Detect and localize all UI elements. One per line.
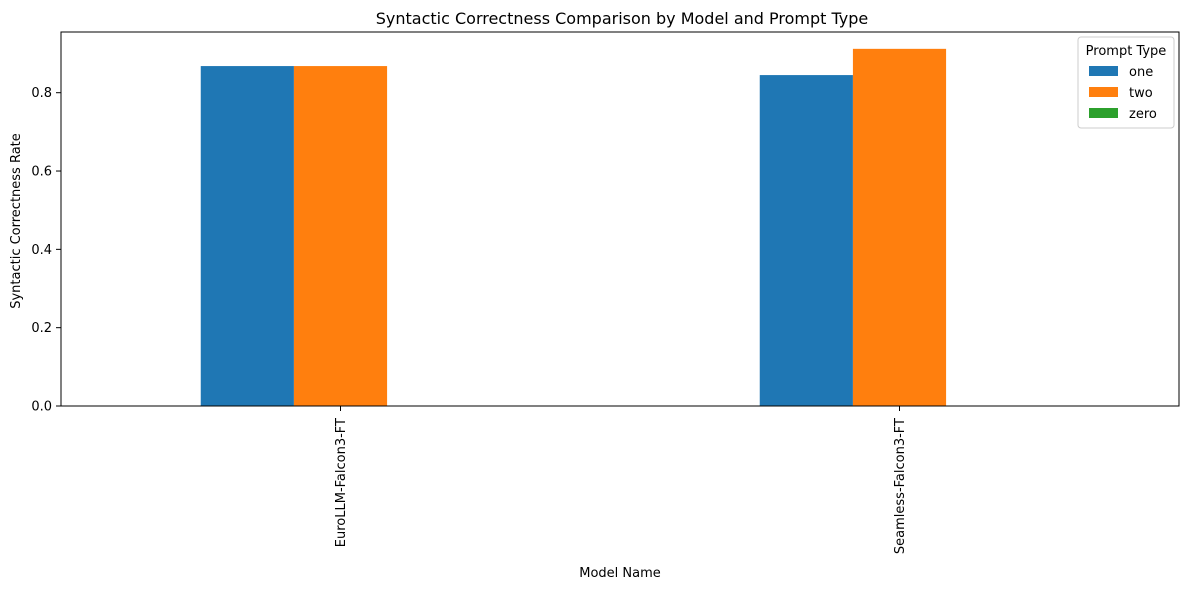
- y-tick-label-3: 0.6: [31, 165, 52, 180]
- y-tick-label-1: 0.2: [31, 321, 52, 336]
- y-axis-label: Syntactic Correctness Rate: [9, 133, 24, 309]
- y-tick-label-0: 0.0: [31, 400, 52, 415]
- axes-frame: [60, 31, 1180, 407]
- legend-swatch-one: [1089, 66, 1118, 76]
- chart-title: Syntactic Correctness Comparison by Mode…: [376, 9, 869, 28]
- bar-one-1: [759, 75, 853, 406]
- legend-frame: [1077, 36, 1175, 129]
- legend-label-one: one: [1129, 65, 1153, 80]
- y-tick-label-2: 0.4: [31, 243, 52, 258]
- y-tick-label-4: 0.8: [31, 86, 52, 101]
- legend-swatch-zero: [1089, 108, 1118, 118]
- bar-one-0: [200, 66, 294, 406]
- legend-title: Prompt Type: [1086, 44, 1167, 59]
- x-axis-label: Model Name: [579, 566, 661, 581]
- legend-label-two: two: [1129, 86, 1153, 101]
- plot-area: 0.0 0.2 0.4 0.6 0.8 EuroLLM-Falcon3-FT Seamles…: [31, 31, 1180, 554]
- legend-label-zero: zero: [1129, 107, 1157, 122]
- legend-swatch-two: [1089, 87, 1118, 97]
- x-tick-label-0: EuroLLM-Falcon3-FT: [334, 418, 349, 547]
- legend: Prompt Type one two zero: [1077, 36, 1175, 129]
- x-tick-label-1: Seamless-Falcon3-FT: [893, 418, 908, 554]
- bar-two-0: [293, 66, 388, 406]
- bar-two-1: [852, 48, 947, 407]
